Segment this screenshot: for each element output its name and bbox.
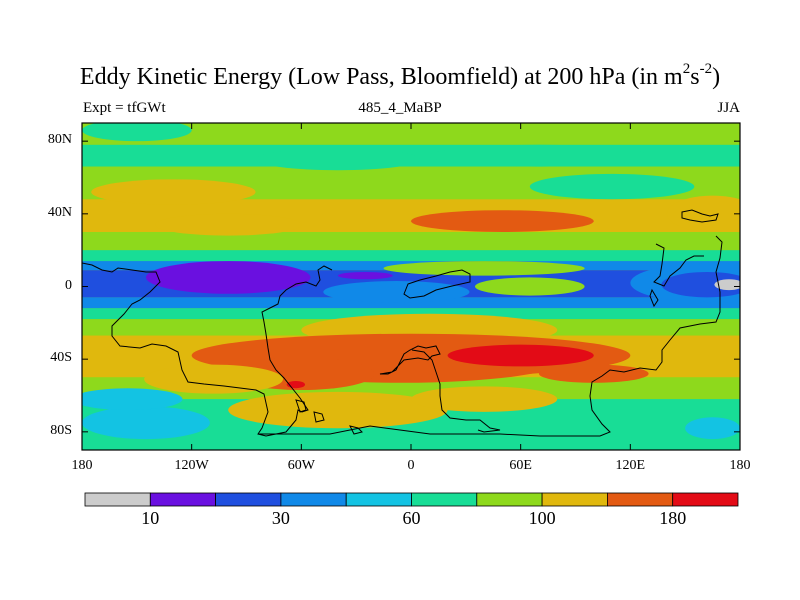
eke-band [82, 297, 740, 309]
colorbar-swatch [672, 492, 739, 507]
x-tick-label: 120W [174, 458, 209, 473]
eke-anomaly [255, 148, 421, 171]
chart-title: Eddy Kinetic Energy (Low Pass, Bloomfiel… [79, 61, 721, 90]
eke-anomaly [82, 388, 183, 411]
eke-anomaly [529, 173, 695, 200]
africa-outline [403, 269, 501, 433]
colorbar-swatch [280, 492, 347, 507]
colorbar-label: 30 [271, 508, 290, 528]
colorbar-swatch [149, 492, 217, 507]
eke-anomaly [82, 123, 192, 142]
eke-anomaly [411, 210, 594, 233]
x-tick-label: 180 [71, 458, 93, 473]
season-label: JJA [717, 100, 740, 116]
eke-anomaly [155, 213, 302, 236]
y-tick-label: 40N [47, 204, 72, 220]
sub-antarctic-islands-outline [295, 399, 363, 435]
colorbar-label: 10 [141, 508, 160, 528]
eke-anomaly [661, 271, 740, 298]
eke-band [82, 250, 740, 262]
colorbar-label: 100 [528, 508, 556, 528]
eke-anomaly [447, 344, 594, 367]
eke-band [82, 123, 740, 145]
colorbar-swatch [411, 492, 478, 507]
south-america-outline [82, 262, 333, 437]
eke-anomaly [337, 271, 393, 280]
eke-anomaly [323, 281, 470, 303]
x-tick-label: 0 [407, 458, 415, 473]
eke-anomaly [145, 261, 311, 294]
colorbar-label: 180 [659, 508, 687, 528]
eke-anomaly [82, 406, 210, 440]
eke-anomaly [144, 364, 284, 394]
eke-anomaly [685, 417, 740, 440]
eke-band [82, 308, 740, 320]
eke-anomaly [411, 386, 558, 412]
eke-anomaly [91, 179, 256, 205]
run-id-label: 485_4_MaBP [358, 100, 442, 116]
eke-band [82, 232, 740, 251]
x-tick-label: 60W [287, 458, 315, 473]
colorbar-swatch [215, 492, 282, 507]
eke-anomaly [714, 279, 740, 291]
eke-anomaly [538, 364, 649, 383]
x-tick-label: 60E [509, 458, 532, 473]
y-tick-label: 80S [50, 422, 72, 438]
eke-anomaly [228, 391, 448, 429]
eke-anomaly [429, 144, 649, 167]
experiment-label: Expt = tfGWt [83, 100, 166, 116]
antarctic-coast-outline [258, 235, 723, 437]
colorbar-swatch [607, 492, 674, 507]
colorbar-swatch [541, 492, 608, 507]
north-pacific-island-outline [681, 209, 719, 223]
colorbar-swatch [345, 492, 412, 507]
eke-anomaly [383, 261, 585, 276]
eke-anomaly [474, 277, 585, 296]
y-tick-label: 0 [65, 277, 72, 293]
y-tick-label: 40S [50, 350, 72, 366]
colorbar-label: 60 [402, 508, 421, 528]
x-tick-label: 180 [729, 458, 751, 473]
colorbar-swatch [476, 492, 543, 507]
australia-outline [379, 345, 441, 375]
eke-anomaly [666, 195, 740, 232]
maritime-continent-outline [649, 243, 704, 308]
colorbar-swatch [84, 492, 151, 507]
y-tick-label: 80N [47, 132, 72, 148]
x-tick-label: 120E [615, 458, 646, 473]
